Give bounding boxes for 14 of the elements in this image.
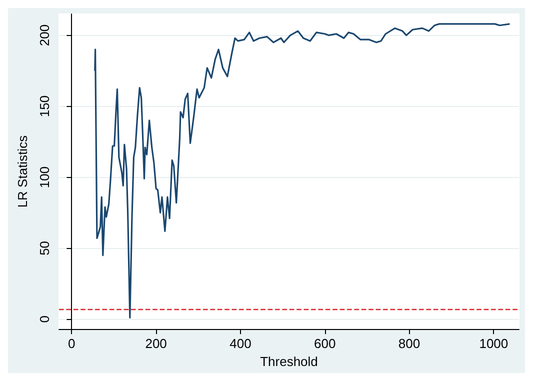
y-tick-label: 150 bbox=[37, 95, 52, 118]
x-tick-label: 800 bbox=[398, 336, 420, 352]
x-tick-label: 0 bbox=[68, 336, 76, 352]
y-tick-label: 50 bbox=[37, 240, 52, 256]
y-tick-label: 200 bbox=[37, 24, 52, 46]
x-tick-label: 600 bbox=[314, 336, 336, 352]
x-tick-label: 200 bbox=[145, 336, 167, 352]
x-tick-label: 1000 bbox=[479, 336, 508, 352]
x-tick-label: 400 bbox=[230, 336, 252, 352]
y-axis-title: LR Statistics bbox=[15, 134, 30, 208]
y-tick-label: 0 bbox=[37, 316, 52, 323]
line-series bbox=[94, 23, 511, 319]
x-axis-title: Threshold bbox=[260, 354, 318, 369]
y-tick-label: 100 bbox=[37, 166, 52, 188]
